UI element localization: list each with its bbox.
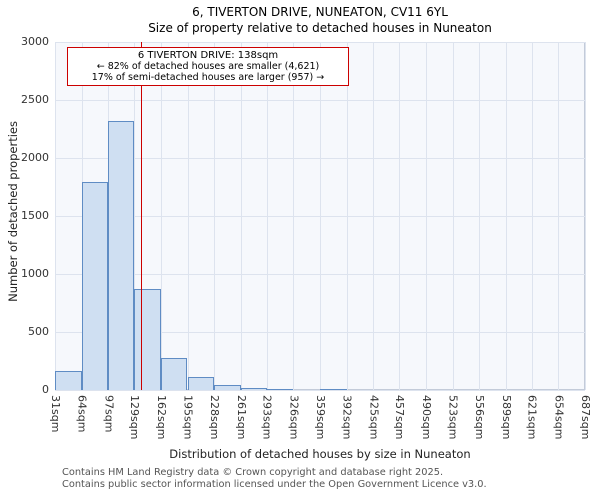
gridline-vertical [452, 42, 454, 390]
histogram-bar [320, 388, 347, 390]
x-tick-label: 523sqm [446, 395, 460, 440]
property-size-marker-line [141, 42, 143, 390]
x-tick-label: 589sqm [499, 395, 513, 440]
annotation-property-line: 6 TIVERTON DRIVE: 138sqm [137, 50, 279, 61]
gridline-vertical [55, 42, 56, 390]
gridline-vertical [373, 42, 375, 390]
annotation-larger-line: 17% of semi-detached houses are larger (… [91, 72, 325, 83]
gridline-vertical [425, 42, 427, 390]
histogram-bar [134, 289, 161, 390]
gridline-vertical [479, 42, 481, 390]
y-tick-label: 1000 [21, 267, 49, 280]
x-tick-label: 31sqm [49, 395, 62, 433]
gridline-horizontal [55, 390, 585, 391]
x-tick-label: 359sqm [314, 395, 327, 440]
annotation-smaller-line: ← 82% of detached houses are smaller (4,… [96, 61, 320, 72]
annotation-box: 6 TIVERTON DRIVE: 138sqm ← 82% of detach… [67, 47, 349, 86]
x-tick-label: 326sqm [287, 395, 301, 440]
y-tick-label: 500 [28, 325, 49, 338]
chart-title: 6, TIVERTON DRIVE, NUNEATON, CV11 6YL [192, 5, 448, 19]
x-tick-label: 293sqm [260, 395, 274, 440]
x-tick-label: 687sqm [579, 395, 592, 440]
gridline-vertical [266, 42, 268, 390]
y-tick-label: 0 [42, 383, 49, 396]
y-tick-label: 1500 [21, 209, 49, 222]
y-tick-label: 2000 [21, 151, 49, 164]
chart-subtitle: Size of property relative to detached ho… [148, 21, 492, 35]
x-tick-label: 490sqm [419, 395, 433, 440]
gridline-vertical [505, 42, 507, 390]
x-tick-label: 162sqm [154, 395, 168, 440]
x-tick-label: 261sqm [234, 395, 248, 440]
x-tick-label: 621sqm [525, 395, 539, 440]
gridline-vertical [558, 42, 560, 390]
y-tick-label: 3000 [21, 35, 49, 48]
gridline-vertical [134, 42, 136, 390]
attribution-line-2: Contains public sector information licen… [62, 478, 487, 490]
gridline-vertical [346, 42, 348, 390]
x-axis-label: Distribution of detached houses by size … [169, 447, 471, 461]
gridline-vertical [531, 42, 533, 390]
histogram-bar [108, 120, 135, 390]
gridline-vertical [585, 42, 586, 390]
histogram-bar [187, 377, 215, 390]
histogram-bar [55, 371, 82, 390]
x-tick-label: 425sqm [367, 395, 381, 440]
gridline-vertical [240, 42, 242, 390]
x-tick-label: 129sqm [128, 395, 142, 440]
attribution-line-1: Contains HM Land Registry data © Crown c… [62, 467, 444, 478]
x-tick-label: 228sqm [208, 395, 222, 440]
x-tick-label: 195sqm [181, 395, 195, 440]
gridline-vertical [214, 42, 216, 390]
x-tick-label: 654sqm [552, 395, 566, 440]
attribution-footer: Contains HM Land Registry data © Crown c… [62, 467, 487, 491]
x-tick-label: 64sqm [75, 395, 89, 433]
histogram-bar [214, 385, 241, 390]
gridline-vertical [187, 42, 189, 390]
y-tick-label: 2500 [21, 93, 49, 106]
gridline-vertical [320, 42, 321, 390]
histogram-bar [240, 387, 267, 390]
gridline-vertical [293, 42, 295, 390]
histogram-bar [160, 357, 188, 390]
gridline-vertical [399, 42, 401, 390]
histogram-bar [266, 388, 294, 390]
x-tick-label: 556sqm [473, 395, 487, 440]
histogram-bar [81, 182, 109, 390]
gridline-vertical [160, 42, 162, 390]
x-tick-label: 457sqm [393, 395, 407, 440]
x-tick-label: 97sqm [102, 395, 116, 433]
x-tick-label: 392sqm [340, 395, 354, 440]
